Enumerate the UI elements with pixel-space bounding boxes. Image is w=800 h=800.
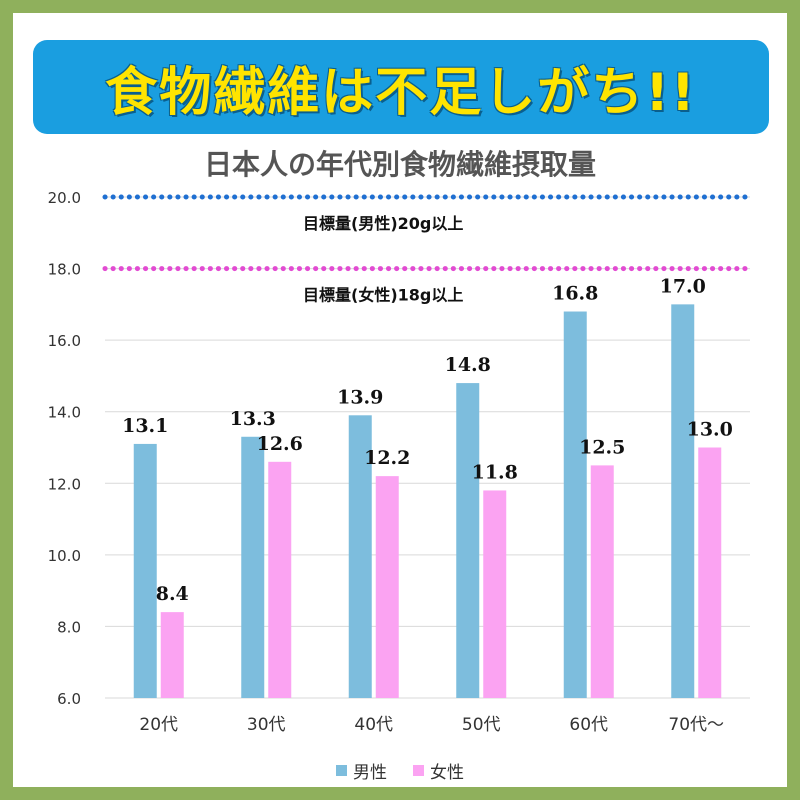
y-tick-label: 18.0 xyxy=(48,261,81,279)
reference-line-label: 目標量(男性)20g以上 xyxy=(303,214,463,233)
reference-line-label: 目標量(女性)18g以上 xyxy=(303,286,463,305)
y-tick-label: 12.0 xyxy=(48,475,81,493)
bar-male xyxy=(241,436,265,698)
x-tick-label: 40代 xyxy=(354,715,393,735)
y-tick-label: 16.0 xyxy=(48,332,81,350)
x-tick-label: 50代 xyxy=(462,715,501,735)
data-label: 13.1 xyxy=(122,415,168,437)
legend-item-male: 男性 xyxy=(336,758,387,783)
chart-panel: 食物繊維は不足しがち!! 日本人の年代別食物繊維摂取量 6.0 8.0 10.0 12… xyxy=(13,13,787,787)
data-label: 13.9 xyxy=(337,386,383,408)
bar-female xyxy=(268,461,292,698)
bar-male xyxy=(133,443,157,698)
bar-female xyxy=(160,612,184,698)
headline-text: 食物繊維は不足しがち!! xyxy=(105,62,697,123)
bar-male xyxy=(348,415,372,698)
legend-item-female: 女性 xyxy=(413,758,464,783)
bar-chart: 6.0 8.0 10.0 12.0 14.0 16.0 18.0 20.0 13.1 8.4 20代… xyxy=(48,189,753,735)
data-label: 16.8 xyxy=(552,283,598,305)
bar-female xyxy=(698,447,722,698)
y-tick-label: 10.0 xyxy=(48,547,81,565)
legend-swatch-female xyxy=(413,765,424,776)
bar-female xyxy=(590,465,614,698)
y-tick-label: 8.0 xyxy=(57,618,81,636)
data-label: 14.8 xyxy=(445,354,491,376)
y-tick-label: 20.0 xyxy=(48,189,81,207)
bar-female xyxy=(375,476,399,698)
legend-label-male: 男性 xyxy=(353,763,387,783)
chart-legend: 男性 女性 xyxy=(13,758,787,783)
legend-label-female: 女性 xyxy=(430,763,464,783)
data-label: 11.8 xyxy=(472,461,518,483)
legend-swatch-male xyxy=(336,765,347,776)
headline-banner: 食物繊維は不足しがち!! xyxy=(33,40,769,134)
data-label: 13.0 xyxy=(687,419,733,441)
bar-male xyxy=(671,304,695,698)
y-tick-label: 6.0 xyxy=(57,690,81,708)
x-tick-label: 70代〜 xyxy=(668,715,724,735)
data-label: 12.6 xyxy=(257,433,303,455)
x-tick-label: 30代 xyxy=(247,715,286,735)
data-label: 17.0 xyxy=(660,275,706,297)
data-label: 12.5 xyxy=(579,436,625,458)
data-label: 8.4 xyxy=(156,583,189,605)
x-tick-label: 20代 xyxy=(139,715,178,735)
chart-title: 日本人の年代別食物繊維摂取量 xyxy=(203,148,596,181)
data-label: 12.2 xyxy=(364,447,410,469)
data-label: 13.3 xyxy=(230,408,276,430)
x-tick-label: 60代 xyxy=(569,715,608,735)
bar-male xyxy=(456,383,480,698)
y-tick-label: 14.0 xyxy=(48,404,81,422)
bar-female xyxy=(483,490,507,698)
bar-male xyxy=(563,311,587,698)
